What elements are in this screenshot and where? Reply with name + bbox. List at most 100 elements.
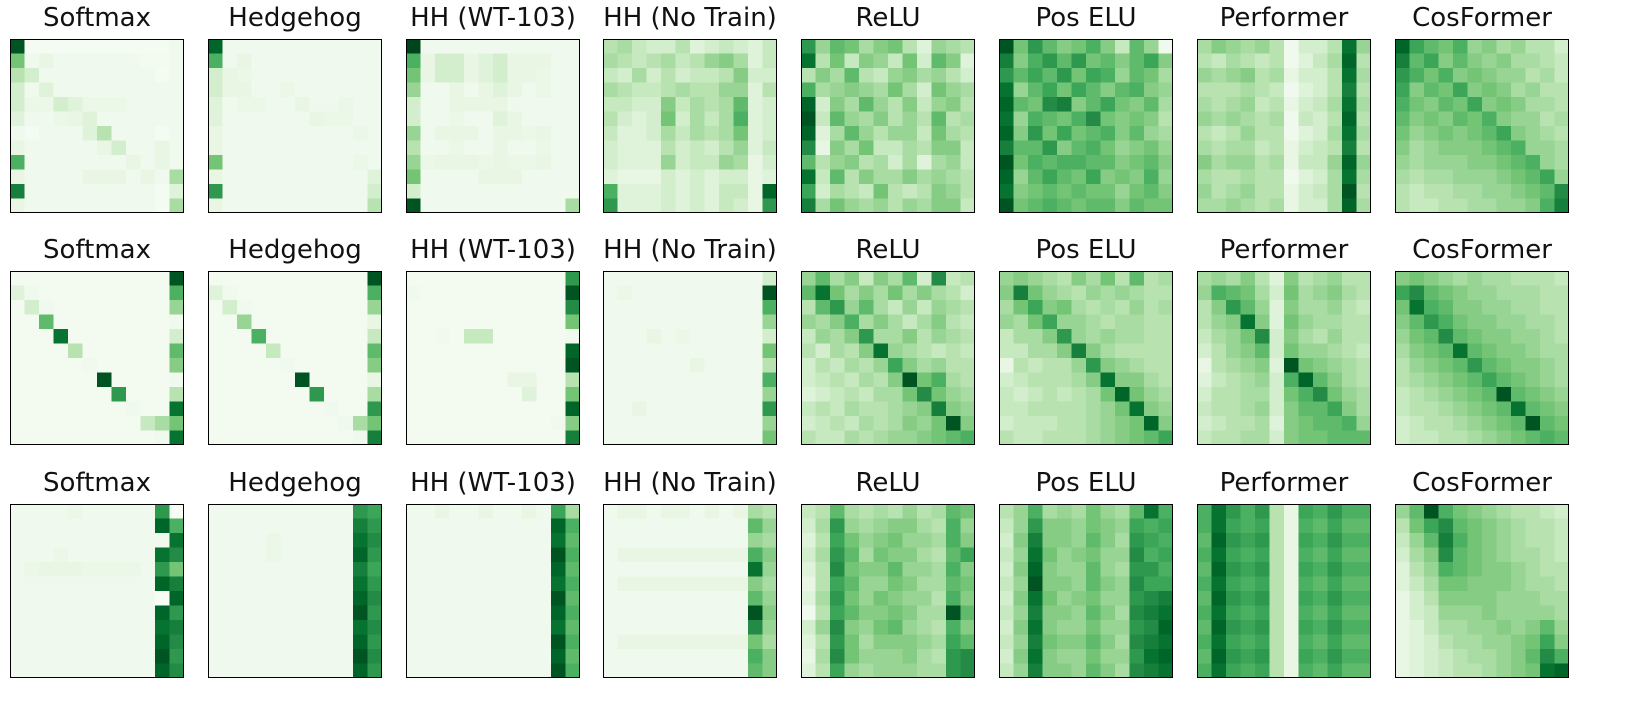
heatmap-cell — [367, 576, 382, 592]
heatmap-cell — [82, 358, 98, 373]
heatmap-cell — [237, 53, 252, 69]
heatmap-cell — [859, 329, 874, 344]
heatmap-cell — [222, 387, 238, 402]
heatmap-cell — [353, 562, 368, 577]
heatmap-cell — [931, 562, 947, 577]
heatmap-cell — [1438, 169, 1454, 185]
heatmap-cell — [295, 605, 310, 621]
heatmap-cell — [1540, 285, 1555, 301]
heatmap-cell — [1226, 140, 1241, 156]
heatmap-cell — [1409, 39, 1425, 54]
heatmap-cell — [748, 126, 763, 141]
heatmap-cell — [830, 97, 845, 112]
heatmap-cell — [1409, 53, 1425, 69]
heatmap-cell — [435, 620, 450, 635]
heatmap-cell — [646, 39, 662, 54]
heatmap-cell — [1327, 401, 1343, 417]
heatmap-frame — [999, 271, 1173, 445]
heatmap-cell — [1269, 504, 1285, 519]
heatmap-cell — [1482, 663, 1497, 678]
heatmap-cell — [420, 53, 436, 69]
heatmap-cell — [632, 343, 647, 359]
heatmap-cell — [646, 663, 662, 678]
heatmap-cell — [493, 504, 508, 519]
heatmap-cell — [1395, 271, 1410, 286]
heatmap-cell — [830, 663, 845, 678]
heatmap-cell — [1028, 562, 1043, 577]
heatmap-cell — [169, 68, 184, 83]
heatmap-cell — [1226, 533, 1241, 548]
heatmap-cell — [1028, 504, 1043, 519]
heatmap-cell — [1395, 285, 1410, 301]
heatmap-cell — [435, 271, 450, 286]
heatmap-cell — [1144, 504, 1159, 519]
heatmap-cell — [960, 111, 975, 127]
heatmap-cell — [111, 285, 127, 301]
heatmap-cell — [902, 140, 918, 156]
heatmap-cell — [507, 591, 523, 606]
heatmap-cell — [222, 401, 238, 417]
heatmap-cell — [1438, 53, 1454, 69]
heatmap-cell — [1453, 591, 1468, 606]
heatmap-cell — [1356, 314, 1371, 330]
heatmap-cell — [420, 271, 436, 286]
heatmap-cell — [1197, 329, 1212, 344]
heatmap-cell — [1496, 620, 1512, 635]
heatmap-cell — [1511, 504, 1526, 519]
heatmap-cell — [1240, 533, 1256, 548]
heatmap-cell — [478, 634, 494, 650]
heatmap-cell — [1395, 53, 1410, 69]
heatmap-cell — [1313, 97, 1328, 112]
heatmap-cell — [295, 518, 310, 534]
heatmap-cell — [208, 53, 223, 69]
heatmap-cell — [39, 329, 54, 344]
heatmap-cell — [435, 300, 450, 315]
heatmap-cell — [53, 576, 69, 592]
heatmap-cell — [762, 605, 777, 621]
heatmap-cell — [1042, 634, 1058, 650]
heatmap-cell — [1028, 39, 1043, 54]
heatmap-cell — [1269, 591, 1285, 606]
heatmap-cell — [222, 547, 238, 563]
heatmap-cell — [280, 620, 296, 635]
heatmap-cell — [208, 198, 223, 213]
heatmap-cell — [661, 155, 676, 170]
heatmap-cell — [1269, 358, 1285, 373]
heatmap-cell — [1197, 663, 1212, 678]
heatmap-cell — [565, 155, 580, 170]
heatmap-cell — [338, 68, 354, 83]
heatmap-cell — [565, 562, 580, 577]
heatmap-cell — [1240, 140, 1256, 156]
heatmap-cell — [1197, 591, 1212, 606]
heatmap-cell — [1554, 591, 1569, 606]
heatmap-cell — [97, 343, 112, 359]
heatmap-cell — [507, 504, 523, 519]
heatmap-cell — [420, 169, 436, 185]
heatmap-cell — [1100, 97, 1116, 112]
heatmap-cell — [1298, 314, 1314, 330]
heatmap-cell — [960, 430, 975, 445]
heatmap-cell — [661, 547, 676, 563]
heatmap-cell — [1356, 140, 1371, 156]
heatmap-cell — [367, 430, 382, 445]
heatmap-cell — [931, 591, 947, 606]
heatmap-cell — [1255, 184, 1270, 199]
heatmap-cell — [10, 126, 25, 141]
heatmap-cell — [1409, 634, 1425, 650]
heatmap-cell — [1525, 68, 1541, 83]
heatmap-cell — [1424, 504, 1439, 519]
heatmap-cell — [661, 82, 676, 98]
heatmap-cell — [155, 401, 170, 417]
heatmap-cell — [111, 387, 127, 402]
heatmap-cell — [565, 605, 580, 621]
heatmap-cell — [946, 198, 961, 213]
heatmap-cell — [140, 198, 156, 213]
heatmap-cell — [646, 576, 662, 592]
heatmap-cell — [208, 68, 223, 83]
heatmap-cell — [1554, 518, 1569, 534]
heatmap-cell — [324, 111, 339, 127]
heatmap-cell — [266, 97, 281, 112]
heatmap-cell — [632, 401, 647, 417]
heatmap-cell — [493, 576, 508, 592]
